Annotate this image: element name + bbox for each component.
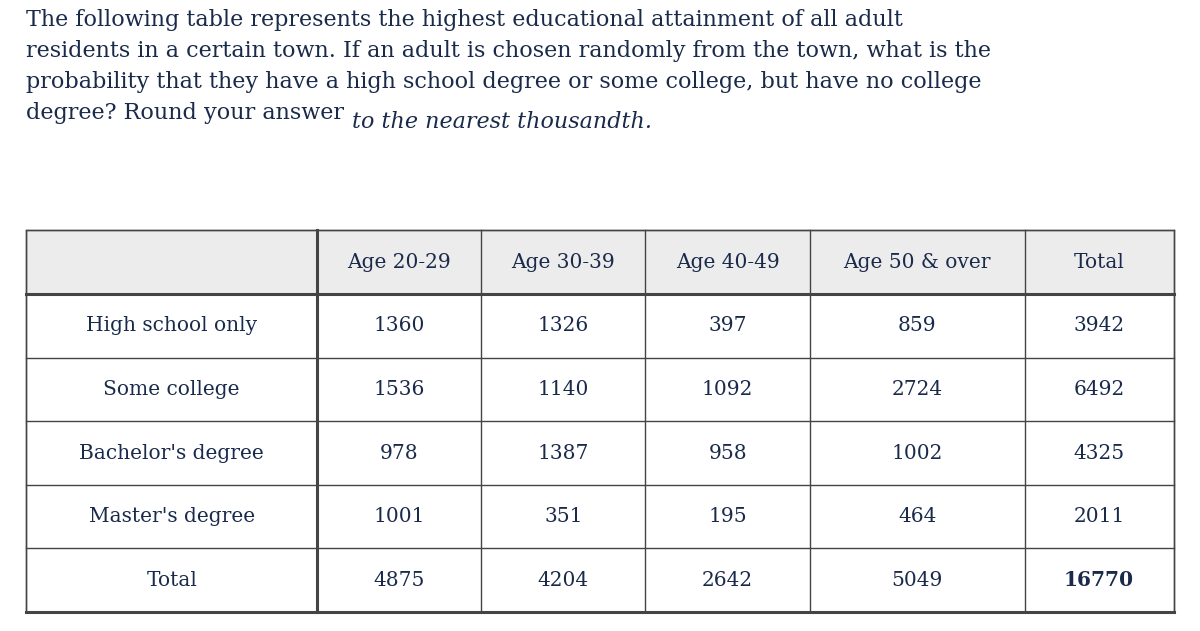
Text: 1001: 1001 bbox=[373, 507, 425, 526]
Bar bbox=[317, 294, 481, 358]
Bar bbox=[1025, 230, 1174, 294]
Text: to the nearest thousandth.: to the nearest thousandth. bbox=[352, 111, 652, 133]
Text: High school only: High school only bbox=[86, 316, 257, 335]
Text: Bachelor's degree: Bachelor's degree bbox=[79, 444, 264, 463]
Bar bbox=[26, 358, 317, 422]
Text: Age 30-39: Age 30-39 bbox=[511, 252, 616, 271]
Text: 1002: 1002 bbox=[892, 444, 943, 463]
Bar bbox=[481, 548, 646, 612]
Bar bbox=[481, 358, 646, 422]
Bar bbox=[1025, 294, 1174, 358]
Bar bbox=[1025, 485, 1174, 548]
Text: 397: 397 bbox=[708, 316, 746, 335]
Bar bbox=[810, 548, 1025, 612]
Bar bbox=[26, 294, 317, 358]
Text: Some college: Some college bbox=[103, 380, 240, 399]
Bar bbox=[810, 422, 1025, 485]
Text: 1140: 1140 bbox=[538, 380, 589, 399]
Bar bbox=[1025, 422, 1174, 485]
Bar bbox=[481, 294, 646, 358]
Text: 1536: 1536 bbox=[373, 380, 425, 399]
Text: 859: 859 bbox=[898, 316, 936, 335]
Text: 2724: 2724 bbox=[892, 380, 943, 399]
Text: Master's degree: Master's degree bbox=[89, 507, 254, 526]
Bar bbox=[317, 485, 481, 548]
Bar bbox=[1025, 358, 1174, 422]
Bar bbox=[26, 230, 317, 294]
Bar bbox=[646, 294, 810, 358]
Bar bbox=[1025, 548, 1174, 612]
Bar bbox=[317, 548, 481, 612]
Text: 3942: 3942 bbox=[1074, 316, 1124, 335]
Bar bbox=[26, 422, 317, 485]
Bar bbox=[646, 548, 810, 612]
Bar bbox=[646, 358, 810, 422]
Bar bbox=[646, 422, 810, 485]
Bar bbox=[481, 422, 646, 485]
Text: 351: 351 bbox=[544, 507, 583, 526]
Text: 4875: 4875 bbox=[373, 571, 425, 590]
Bar bbox=[317, 230, 481, 294]
Text: 2642: 2642 bbox=[702, 571, 754, 590]
Text: Age 40-49: Age 40-49 bbox=[676, 252, 780, 271]
Bar bbox=[646, 485, 810, 548]
Text: 1360: 1360 bbox=[373, 316, 425, 335]
Text: Age 20-29: Age 20-29 bbox=[347, 252, 451, 271]
Bar bbox=[26, 485, 317, 548]
Text: 464: 464 bbox=[898, 507, 936, 526]
Text: 2011: 2011 bbox=[1073, 507, 1124, 526]
Bar bbox=[646, 230, 810, 294]
Text: 6492: 6492 bbox=[1074, 380, 1124, 399]
Text: 4204: 4204 bbox=[538, 571, 589, 590]
Text: Total: Total bbox=[146, 571, 197, 590]
Text: 1092: 1092 bbox=[702, 380, 754, 399]
Text: 5049: 5049 bbox=[892, 571, 943, 590]
Text: 16770: 16770 bbox=[1064, 570, 1134, 590]
Text: The following table represents the highest educational attainment of all adult
r: The following table represents the highe… bbox=[26, 9, 991, 124]
Text: Age 50 & over: Age 50 & over bbox=[844, 252, 991, 271]
Bar bbox=[481, 230, 646, 294]
Bar bbox=[481, 485, 646, 548]
Bar bbox=[317, 422, 481, 485]
Bar bbox=[810, 294, 1025, 358]
Bar bbox=[317, 358, 481, 422]
Text: 4325: 4325 bbox=[1074, 444, 1124, 463]
Bar bbox=[810, 230, 1025, 294]
Text: 195: 195 bbox=[708, 507, 746, 526]
Text: 958: 958 bbox=[708, 444, 746, 463]
Text: 1387: 1387 bbox=[538, 444, 589, 463]
Text: 978: 978 bbox=[380, 444, 419, 463]
Bar bbox=[26, 548, 317, 612]
Bar bbox=[810, 358, 1025, 422]
Text: 1326: 1326 bbox=[538, 316, 589, 335]
Text: Total: Total bbox=[1074, 252, 1124, 271]
Bar bbox=[810, 485, 1025, 548]
Bar bbox=[26, 230, 1174, 612]
